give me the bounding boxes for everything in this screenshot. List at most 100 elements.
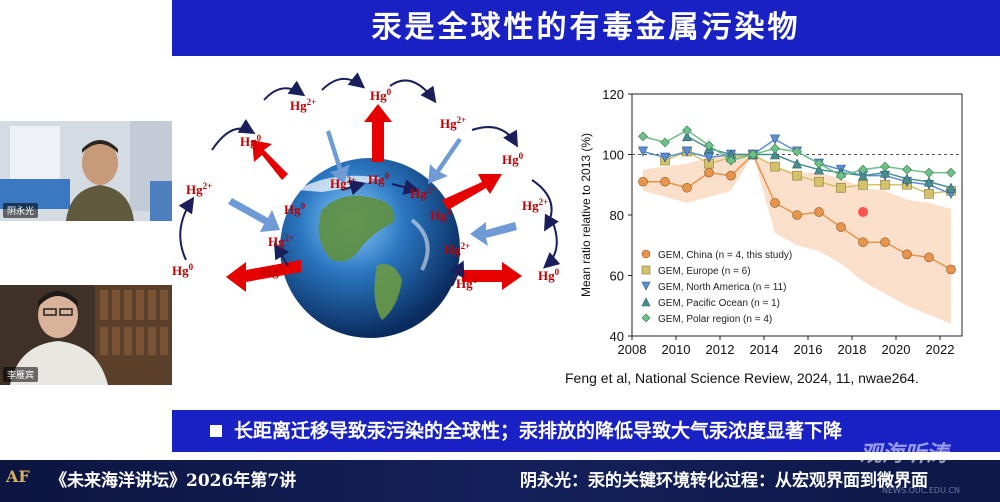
data-point	[770, 134, 780, 145]
data-point	[924, 176, 934, 187]
data-point	[660, 152, 670, 163]
presentation-slide: 汞是全球性的有毒金属污染物	[172, 0, 1000, 460]
data-point	[836, 182, 846, 193]
data-point	[880, 179, 890, 190]
participant-video-frame-2	[0, 285, 172, 385]
mercury-cycle-diagram: Hg0 Hg2+ Hg0 Hg2+ Hg0 Hg2+ Hg0 Hg2+ Hg0 …	[172, 72, 561, 338]
hg2-label: Hg2+	[522, 197, 548, 213]
data-point	[880, 161, 890, 172]
cycle-arrows	[178, 72, 561, 287]
y-tick-label: 100	[602, 148, 624, 163]
data-point	[641, 297, 651, 307]
data-point	[902, 249, 912, 260]
confidence-band	[643, 154, 951, 324]
mercury-species-labels: Hg0 Hg2+ Hg0 Hg2+ Hg0 Hg2+ Hg0 Hg2+ Hg0 …	[172, 87, 560, 291]
legend-entry: GEM, Europe (n = 6)	[658, 266, 751, 277]
data-point	[792, 146, 802, 157]
hg0-label: Hg0	[370, 87, 392, 103]
data-point	[770, 161, 780, 172]
x-tick-label: 2018	[838, 342, 867, 357]
hg0-label: Hg0	[430, 207, 452, 223]
data-point	[814, 158, 824, 169]
data-point	[814, 176, 824, 187]
data-point	[836, 222, 846, 232]
x-tick-label: 2012	[706, 342, 735, 357]
data-point	[792, 158, 802, 169]
hg0-label: Hg0	[538, 267, 560, 283]
data-point	[682, 146, 692, 157]
data-point	[748, 149, 758, 160]
x-tick-label: 2020	[882, 342, 911, 357]
y-tick-label: 120	[602, 87, 624, 102]
x-tick-label: 2014	[750, 342, 779, 357]
participant-video-frame-1	[0, 121, 172, 221]
data-point	[704, 167, 714, 178]
deposition-arrows	[228, 130, 517, 246]
hg2-label: Hg2+	[440, 115, 466, 131]
hg2-label: Hg2+	[330, 175, 356, 191]
hg2-label: Hg2+	[290, 97, 316, 113]
bullet-square-icon	[210, 425, 222, 437]
data-point	[638, 146, 648, 157]
broadcast-caption-bar: AF 《未来海洋讲坛》2026年第7讲 阴永光：汞的关键环境转化过程：从宏观界面…	[0, 460, 1000, 502]
data-point	[792, 210, 802, 220]
data-point	[946, 182, 956, 193]
y-tick-label: 60	[610, 269, 624, 284]
hg2-label: Hg2+	[444, 241, 470, 257]
data-point	[660, 137, 670, 148]
data-point	[726, 170, 736, 181]
data-point	[641, 281, 651, 291]
slide-title: 汞是全球性的有毒金属污染物	[371, 10, 801, 45]
hg2-label: Hg2+	[186, 181, 212, 197]
data-point	[858, 179, 868, 190]
x-tick-label: 2008	[618, 342, 647, 357]
lecture-logo-icon: AF	[6, 467, 30, 486]
legend-entry: GEM, North America (n = 11)	[658, 282, 786, 293]
hg0-label: Hg0	[172, 262, 194, 278]
data-point	[836, 170, 846, 181]
hg2-label: Hg2+	[410, 185, 436, 201]
data-point	[704, 140, 714, 151]
data-point	[641, 313, 651, 323]
data-point	[682, 131, 692, 142]
data-point	[902, 164, 912, 175]
data-point	[858, 164, 868, 175]
emission-arrows	[226, 104, 522, 292]
lecture-talk-title: 阴永光：汞的关键环境转化过程：从宏观界面到微界面	[520, 471, 928, 491]
data-point	[770, 198, 780, 208]
watermark-url: NEWS.OUC.EDU.CN	[882, 486, 961, 495]
hg0-label: Hg0	[456, 275, 478, 291]
data-point	[792, 170, 802, 181]
data-point	[770, 143, 780, 154]
hg0-label: Hg0	[240, 133, 262, 149]
slide-summary-bar	[172, 410, 1000, 452]
watermark-logo: 观海听涛	[860, 442, 949, 467]
legend-entry: GEM, Pacific Ocean (n = 1)	[658, 298, 780, 309]
data-point	[924, 167, 934, 178]
data-point	[682, 182, 692, 193]
data-point	[682, 125, 692, 136]
y-tick-label: 80	[610, 208, 624, 223]
x-tick-label: 2010	[662, 342, 691, 357]
data-point	[902, 173, 912, 184]
x-tick-label: 2022	[926, 342, 955, 357]
mercury-trend-chart: 2008 2010 2012 2014 2016 2018 2020 2022 40 60 80 10…	[579, 87, 963, 357]
participant-name-tag: 李雁宾	[3, 367, 39, 382]
hg0-label: Hg0	[284, 201, 306, 217]
laser-pointer	[858, 206, 868, 217]
data-point	[858, 170, 868, 181]
participant-name-tag: 阴永光	[3, 203, 39, 218]
data-point	[726, 155, 736, 166]
hg0-label: Hg0	[502, 151, 524, 167]
x-tick-label: 2016	[794, 342, 823, 357]
participant-video-tile[interactable]: 李雁宾	[0, 285, 172, 385]
data-point	[638, 176, 648, 187]
legend-entry: GEM, Polar region (n = 4)	[658, 314, 772, 325]
y-tick-label: 40	[610, 329, 624, 344]
y-axis-label: Mean ratio relative to 2013 (%)	[579, 133, 593, 297]
slide-summary-text: 长距离迁移导致汞污染的全球性；汞排放的降低导致大气汞浓度显著下降	[234, 420, 843, 442]
hg0-label: Hg0	[368, 171, 390, 187]
participant-strip: 阴永光 李雁宾	[0, 0, 172, 502]
slide-title-bar	[172, 0, 1000, 56]
participant-video-tile[interactable]: 阴永光	[0, 121, 172, 221]
